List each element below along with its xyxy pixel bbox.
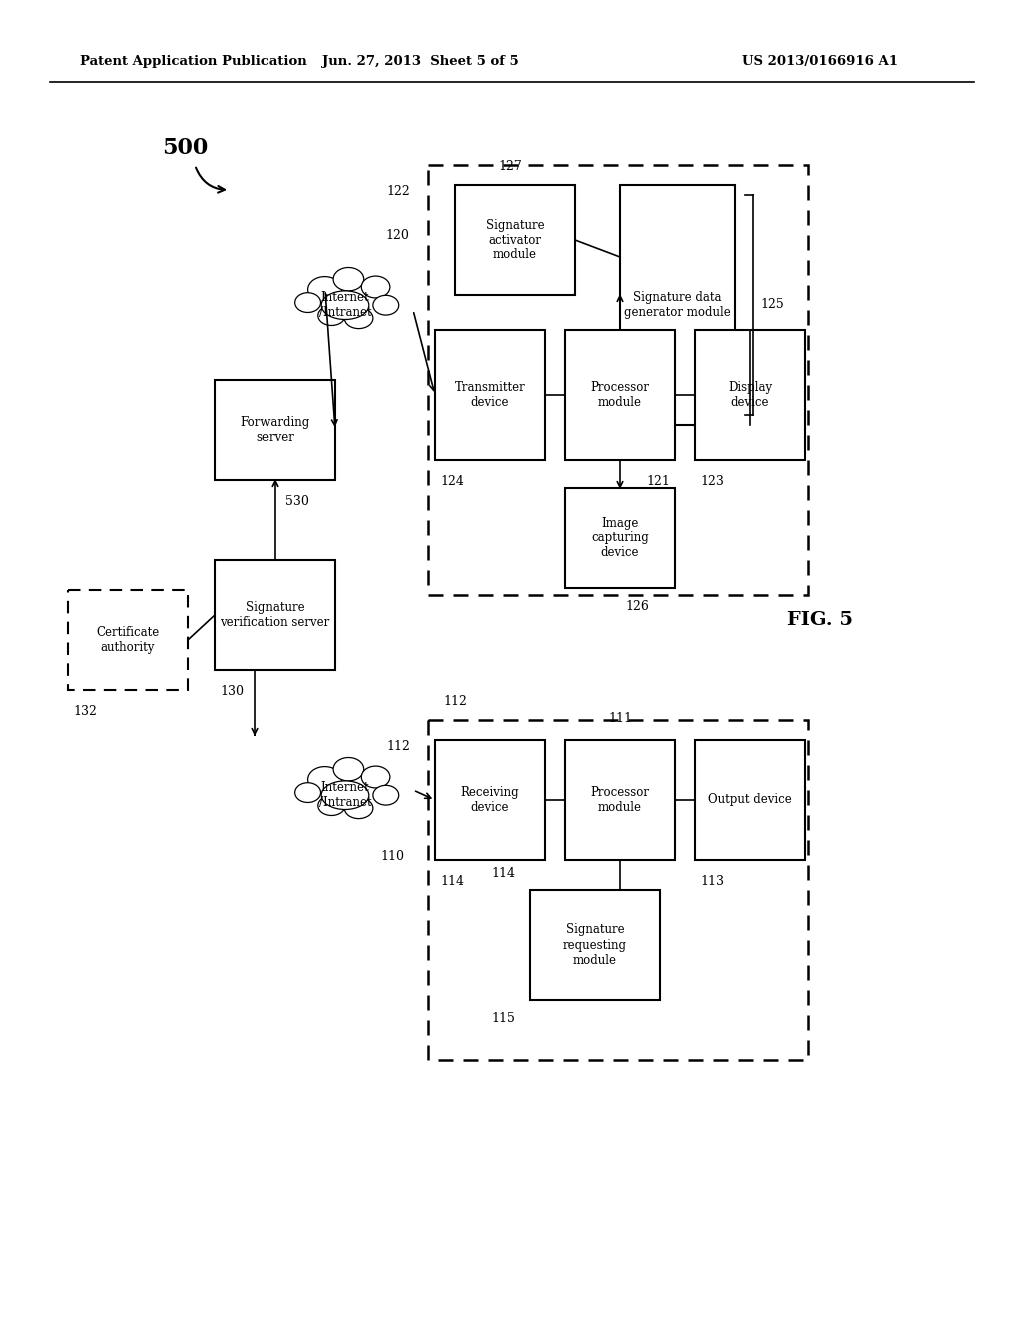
Bar <box>565 741 675 861</box>
Text: 500: 500 <box>162 137 208 158</box>
Text: Internet
/Intranet: Internet /Intranet <box>318 781 372 809</box>
Text: Processor
module: Processor module <box>591 785 649 814</box>
Text: Image
capturing
device: Image capturing device <box>591 516 649 560</box>
Text: 110: 110 <box>380 850 404 863</box>
Text: Forwarding
server: Forwarding server <box>241 416 309 444</box>
Text: 113: 113 <box>700 875 724 888</box>
Bar <box>428 719 808 1060</box>
Text: 114: 114 <box>490 867 515 880</box>
Text: 111: 111 <box>608 711 632 725</box>
Bar <box>68 590 188 690</box>
Ellipse shape <box>361 276 390 298</box>
Bar <box>435 330 545 459</box>
Bar <box>565 330 675 459</box>
Text: 132: 132 <box>73 705 97 718</box>
Text: Certificate
authority: Certificate authority <box>96 626 160 653</box>
Text: 127: 127 <box>498 160 522 173</box>
Text: Internet
/Intranet: Internet /Intranet <box>318 290 372 319</box>
Text: Transmitter
device: Transmitter device <box>455 381 525 409</box>
Text: 124: 124 <box>440 475 464 488</box>
Bar <box>530 890 660 1001</box>
Text: 125: 125 <box>760 298 783 312</box>
Text: 126: 126 <box>625 601 649 612</box>
Text: 115: 115 <box>492 1012 515 1026</box>
Text: 130: 130 <box>220 685 244 698</box>
Text: 112: 112 <box>443 696 467 708</box>
Ellipse shape <box>322 781 369 809</box>
Text: US 2013/0166916 A1: US 2013/0166916 A1 <box>742 55 898 69</box>
Ellipse shape <box>317 306 345 326</box>
Bar <box>620 185 735 425</box>
Text: Display
device: Display device <box>728 381 772 409</box>
Text: Signature
activator
module: Signature activator module <box>485 219 545 261</box>
Text: Processor
module: Processor module <box>591 381 649 409</box>
Text: 122: 122 <box>386 185 410 198</box>
Ellipse shape <box>307 277 342 302</box>
Ellipse shape <box>344 797 373 818</box>
Bar <box>695 741 805 861</box>
Ellipse shape <box>333 758 364 781</box>
Bar <box>435 741 545 861</box>
Text: 112: 112 <box>386 741 410 752</box>
Text: 123: 123 <box>700 475 724 488</box>
Ellipse shape <box>373 785 398 805</box>
Text: Signature
verification server: Signature verification server <box>220 601 330 630</box>
Bar <box>695 330 805 459</box>
Text: 114: 114 <box>440 875 464 888</box>
Text: Output device: Output device <box>709 793 792 807</box>
Bar <box>215 380 335 480</box>
Bar <box>455 185 575 294</box>
Text: Receiving
device: Receiving device <box>461 785 519 814</box>
Ellipse shape <box>344 308 373 329</box>
Text: FIG. 5: FIG. 5 <box>787 611 853 630</box>
Ellipse shape <box>322 290 369 319</box>
Bar <box>428 165 808 595</box>
Text: 530: 530 <box>285 495 309 508</box>
Ellipse shape <box>333 268 364 290</box>
Text: Signature data
generator module: Signature data generator module <box>624 290 731 319</box>
Ellipse shape <box>373 296 398 315</box>
Ellipse shape <box>361 766 390 788</box>
Bar <box>215 560 335 671</box>
Text: Patent Application Publication: Patent Application Publication <box>80 55 307 69</box>
Ellipse shape <box>295 293 321 313</box>
Ellipse shape <box>307 767 342 792</box>
Bar <box>565 488 675 587</box>
Text: 121: 121 <box>646 475 670 488</box>
Text: Jun. 27, 2013  Sheet 5 of 5: Jun. 27, 2013 Sheet 5 of 5 <box>322 55 518 69</box>
Text: Signature
requesting
module: Signature requesting module <box>563 924 627 966</box>
Ellipse shape <box>295 783 321 803</box>
Ellipse shape <box>317 796 345 816</box>
Text: 120: 120 <box>385 228 409 242</box>
